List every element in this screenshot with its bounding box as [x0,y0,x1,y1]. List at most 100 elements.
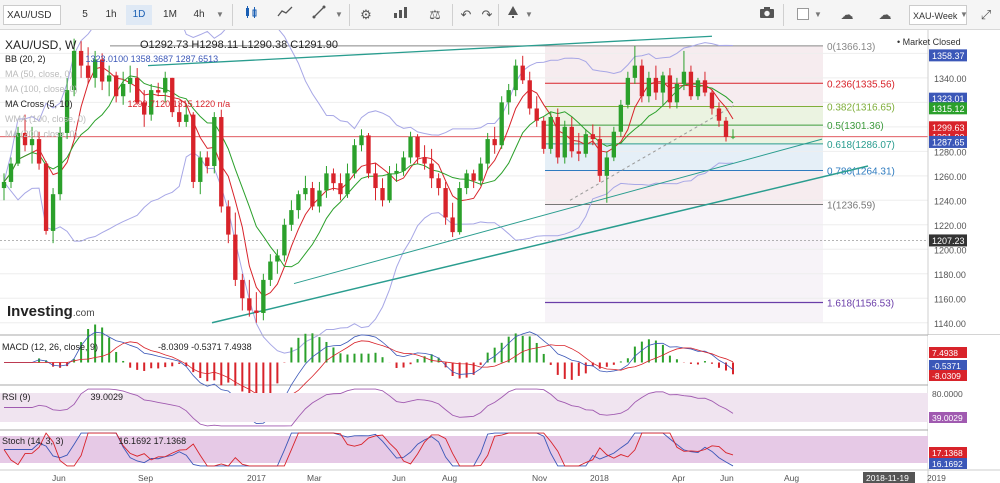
macd-bar [451,362,454,376]
candle-body [373,173,378,189]
x-tick-label: 2018 [590,473,609,483]
lower-trend-line [211,165,869,324]
chevron-down-icon[interactable]: ▼ [960,10,968,19]
mid-trend-line [293,138,823,285]
interval-5-button[interactable]: 5 [82,9,88,20]
rsi-legend[interactable]: RSI (9) 39.0029 [2,392,124,402]
candle-body [289,210,294,225]
ma200-legend[interactable]: MA (200, close, 0) [5,129,78,139]
x-tick-label: Sep [138,473,153,483]
interval-1h-button[interactable]: 1h [105,9,117,20]
x-tick-label: Jun [52,473,66,483]
week-select[interactable]: XAU-Week [909,5,967,25]
candle-body [120,83,126,97]
redo-icon[interactable]: ↷ [481,7,493,22]
candle-body [436,178,441,189]
price-chart[interactable]: 0(1366.13) 0.236(1335.56) 0.382(1316.65) 0.… [0,30,1000,483]
stoch-legend[interactable]: Stoch (14, 3, 3) 16.1692 17.1368 [2,436,187,446]
candle-body [331,173,336,184]
candle-body [240,279,245,299]
macd-bar [304,333,307,363]
macd-bar [654,340,657,363]
candle-body [71,50,77,91]
candle-body [233,234,238,280]
candlestick-icon[interactable] [240,5,262,25]
macd-bar [549,362,552,365]
gear-icon[interactable]: ⚙ [360,7,372,22]
macd-bar [605,362,608,367]
price-label-bg [929,49,967,62]
macd-bar [276,362,279,384]
macd-bar [640,341,643,363]
symbol-input[interactable]: XAU/USD [3,5,61,25]
macd-bar [136,362,139,370]
candle-body [296,194,301,211]
bb-legend[interactable]: BB (20, 2) 1323.0100 1358.3687 1287.6513 [5,54,219,64]
price-label: 1323.01 [932,94,965,104]
fib-zone-lower [545,204,823,323]
chevron-down-icon[interactable]: ▼ [216,10,224,19]
indicators-icon[interactable] [390,5,412,25]
macd-bar [423,356,426,363]
line-chart-icon[interactable] [274,5,296,25]
chevron-down-icon[interactable]: ▼ [814,10,822,19]
chevron-down-icon[interactable]: ▼ [335,10,343,19]
macd-bar [339,353,342,363]
scale-icon[interactable]: ⚖ [429,7,441,22]
macd-bar [472,362,475,375]
price-label: 1315.12 [932,104,965,114]
candle-body [499,102,504,146]
candle-body [184,114,189,122]
macd-bar [206,362,209,382]
color-swatch[interactable] [797,8,809,20]
y-tick-label: 1140.00 [934,319,966,329]
ma100-legend[interactable]: MA (100, close, 0) [5,84,78,94]
alert-icon[interactable] [502,5,524,25]
candle-body [43,163,49,231]
macd-bar [80,342,83,363]
macd-bar [598,362,601,369]
fib-level-label: 0.236(1335.56) [827,79,895,90]
fullscreen-icon[interactable]: ⤢ [980,7,992,22]
cloud-upload-icon[interactable]: ☁ [878,7,892,22]
drawing-tools-icon[interactable] [308,5,330,25]
candle-body [261,279,266,313]
x-tick-label: Apr [672,473,685,483]
cloud-icon[interactable]: ☁ [840,7,854,22]
camera-icon[interactable] [756,5,778,25]
x-tick-label: Mar [307,473,322,483]
candle-body [142,102,147,115]
candle-body [422,157,427,164]
macd-bar [353,353,356,363]
candle-body [688,71,694,97]
wma-legend[interactable]: WMA (100, close, 0) [5,114,87,124]
y-tick-label: 1340.00 [934,74,967,84]
candle-body [562,126,567,158]
interval-1d-button[interactable]: 1D [126,5,152,25]
interval-1m-button[interactable]: 1M [163,9,177,20]
macd-bar [108,337,111,363]
subpanel-label: 7.4938 [932,348,958,358]
subpanel-label: -8.0309 [932,371,961,381]
macd-bar [430,354,433,363]
macd-legend[interactable]: MACD (12, 26, close, 9) -8.0309 -0.5371 7… [2,342,252,352]
macross-legend[interactable]: MA Cross (5, 10) 1299.7120 1315.1220 n/a [5,99,231,109]
macd-bar [556,362,559,375]
fib-level-label: 0(1366.13) [827,42,875,53]
macd-bar [38,358,41,363]
interval-4h-button[interactable]: 4h [193,9,205,20]
candle-body [450,217,455,233]
undo-icon[interactable]: ↶ [460,7,472,22]
chevron-down-icon[interactable]: ▼ [525,10,533,19]
candle-body [429,163,434,179]
macd-bar [360,353,363,363]
ma50-legend[interactable]: MA (50, close, 0) [5,69,73,79]
macd-bar [318,337,321,363]
rsi-line [4,388,734,427]
macd-bar [367,353,370,363]
candle-body [268,261,273,280]
bb-upper-line [3,30,734,183]
candle-body [464,173,469,189]
candle-body [674,83,680,103]
candle-body [177,112,182,122]
